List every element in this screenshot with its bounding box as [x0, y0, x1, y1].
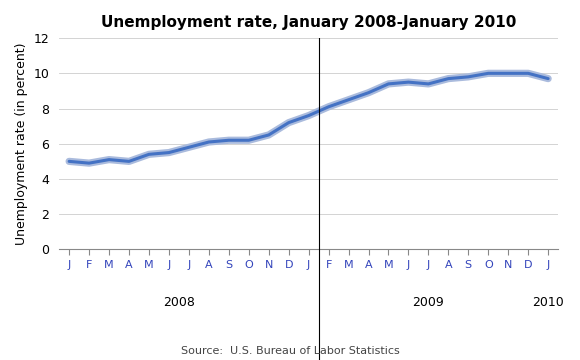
Title: Unemployment rate, January 2008-January 2010: Unemployment rate, January 2008-January …: [101, 15, 516, 30]
Text: 2008: 2008: [163, 296, 195, 309]
Text: 2010: 2010: [532, 296, 564, 309]
Y-axis label: Unemployment rate (in percent): Unemployment rate (in percent): [15, 42, 28, 245]
Text: 2009: 2009: [412, 296, 444, 309]
Text: Source:  U.S. Bureau of Labor Statistics: Source: U.S. Bureau of Labor Statistics: [180, 346, 400, 356]
